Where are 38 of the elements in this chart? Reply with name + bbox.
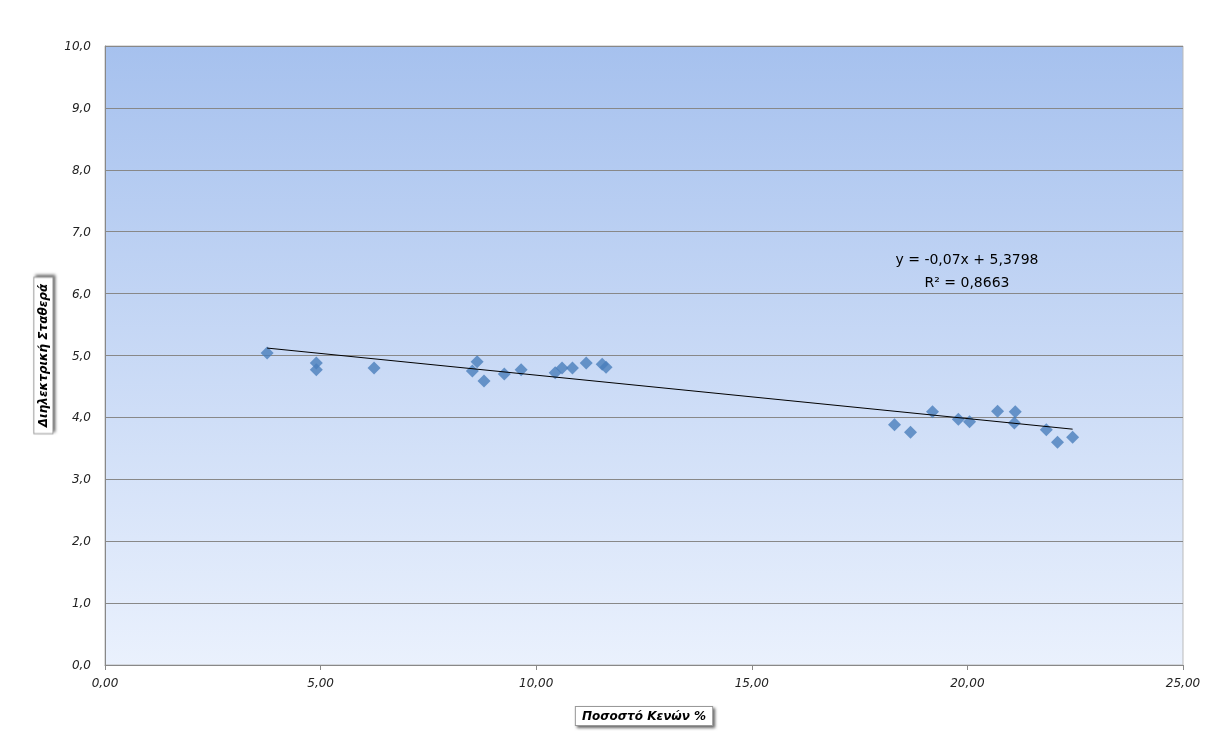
annotation: R² = 0,8663 [924, 274, 1010, 290]
point [1039, 423, 1053, 437]
point [367, 361, 381, 375]
point [903, 425, 917, 439]
point [565, 361, 579, 375]
point [579, 356, 593, 370]
x-tick-label: 15,00 [734, 676, 770, 690]
point [888, 418, 902, 432]
y-tick-label: 1,0 [71, 596, 92, 611]
point [1051, 435, 1065, 449]
x-tick-label: 0,00 [91, 676, 119, 690]
y-tick-label: 7,0 [71, 224, 92, 239]
y-tick-label: 9,0 [71, 100, 92, 115]
point [260, 346, 274, 360]
point [477, 374, 491, 388]
point [1066, 430, 1080, 444]
point [470, 355, 484, 369]
y-tick-label: 0,0 [71, 658, 92, 672]
y-tick-label: 10,0 [64, 39, 92, 53]
y-tick-label: 3,0 [71, 472, 92, 487]
point [599, 360, 613, 374]
point [1008, 405, 1022, 419]
x-axis-title: Ποσοστό Κενών % [581, 709, 707, 723]
x-tick-label: 5,00 [307, 676, 335, 690]
y-tick-label: 2,0 [71, 534, 92, 549]
point [514, 363, 528, 377]
x-tick-label: 20,00 [950, 676, 985, 690]
y-tick-label: 8,0 [71, 162, 92, 177]
annotation: y = -0,07x + 5,3798 [895, 251, 1039, 267]
point [309, 363, 323, 377]
y-tick-label: 5,0 [71, 348, 92, 363]
y-tick-label: 4,0 [71, 410, 92, 425]
y-tick-label: 6,0 [71, 286, 92, 301]
point [555, 361, 569, 375]
point [991, 404, 1005, 418]
x-tick-label: 10,00 [519, 676, 554, 690]
x-tick-label: 25,00 [1165, 676, 1201, 690]
y-axis-title: Διηλεκτρική Σταθερά [36, 283, 51, 429]
